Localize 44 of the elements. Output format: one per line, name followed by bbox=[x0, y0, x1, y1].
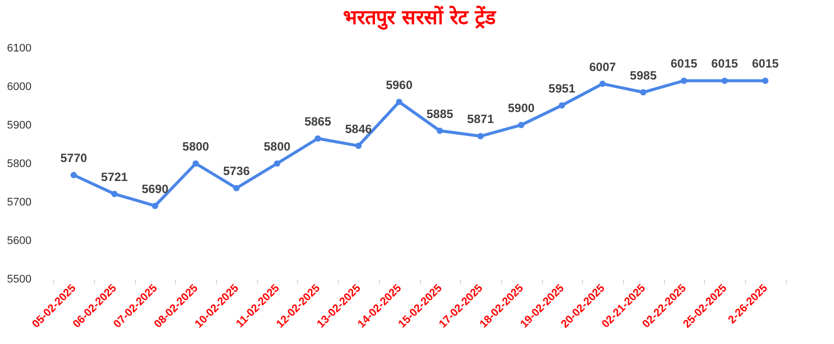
point bbox=[762, 78, 768, 84]
y-tick-label: 6100 bbox=[7, 42, 32, 54]
point bbox=[640, 89, 646, 96]
data-label: 5885 bbox=[426, 106, 454, 121]
data-label: 5985 bbox=[630, 68, 657, 82]
data-label: 5800 bbox=[264, 140, 291, 154]
data-label: 5690 bbox=[142, 182, 169, 196]
point bbox=[396, 98, 402, 106]
point bbox=[477, 133, 484, 140]
point bbox=[599, 80, 606, 87]
point bbox=[274, 160, 280, 167]
point bbox=[152, 202, 158, 210]
data-label: 5951 bbox=[548, 81, 576, 96]
data-label: 5800 bbox=[182, 140, 210, 154]
y-tick-label: 5900 bbox=[7, 120, 32, 132]
point bbox=[518, 122, 524, 128]
point bbox=[70, 172, 77, 178]
point bbox=[355, 142, 362, 149]
point bbox=[721, 78, 728, 84]
y-tick-label: 5500 bbox=[7, 274, 32, 286]
y-tick-label: 5600 bbox=[7, 235, 32, 247]
data-label: 5960 bbox=[386, 78, 413, 92]
point bbox=[436, 128, 444, 134]
data-label: 5770 bbox=[60, 151, 88, 166]
point bbox=[233, 184, 240, 192]
data-label: 6007 bbox=[589, 60, 616, 74]
data-label: 6015 bbox=[752, 56, 779, 71]
chart-title: भरतपुर सरसों रेट ट्रेंड bbox=[343, 5, 497, 30]
data-label: 6015 bbox=[711, 56, 738, 71]
point bbox=[558, 102, 566, 109]
y-tick-label: 5800 bbox=[7, 158, 32, 170]
point bbox=[111, 190, 118, 198]
data-label: 6015 bbox=[670, 56, 698, 71]
data-label: 5865 bbox=[304, 114, 332, 128]
point bbox=[314, 135, 321, 142]
data-label: 5736 bbox=[223, 164, 250, 178]
point bbox=[680, 78, 688, 84]
data-label: 5900 bbox=[508, 101, 535, 115]
data-label: 5721 bbox=[101, 170, 128, 184]
data-label: 5871 bbox=[467, 112, 494, 126]
data-label: 5846 bbox=[345, 122, 372, 136]
point bbox=[192, 160, 199, 167]
y-tick-label: 5700 bbox=[7, 196, 32, 208]
y-tick-label: 6000 bbox=[7, 81, 32, 93]
